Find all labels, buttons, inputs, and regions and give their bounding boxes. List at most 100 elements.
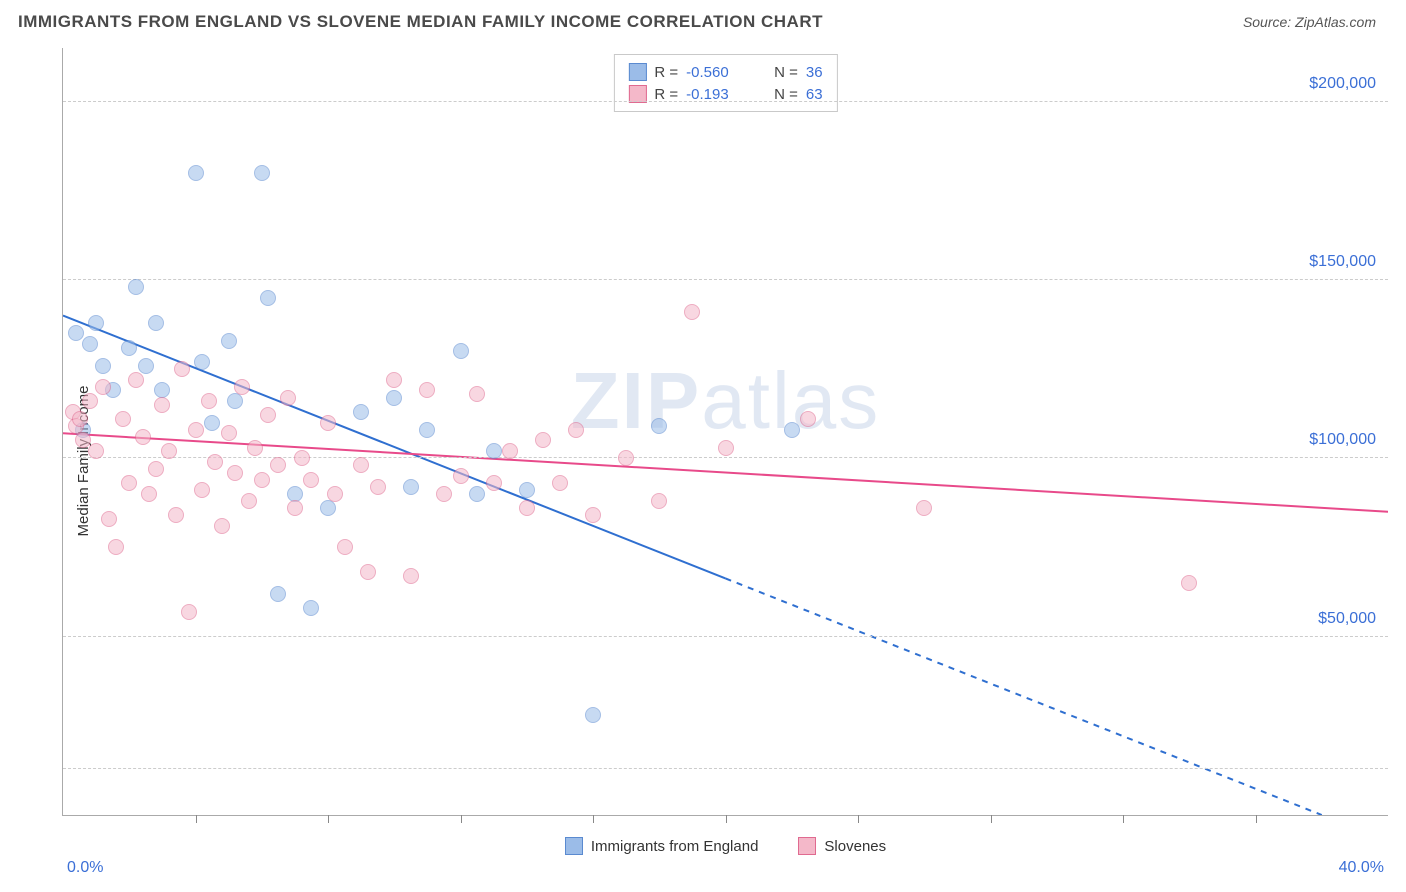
data-point-slovenes [303, 472, 319, 488]
data-point-england [138, 358, 154, 374]
data-point-slovenes [135, 429, 151, 445]
trend-lines [63, 48, 1388, 815]
data-point-england [204, 415, 220, 431]
data-point-slovenes [360, 564, 376, 580]
data-point-slovenes [618, 450, 634, 466]
data-point-england [651, 418, 667, 434]
data-point-slovenes [82, 393, 98, 409]
swatch-england [628, 63, 646, 81]
correlation-legend: R = -0.560N = 36R = -0.193N = 63 [613, 54, 837, 112]
data-point-england [585, 707, 601, 723]
data-point-england [148, 315, 164, 331]
legend-label-slovenes: Slovenes [824, 838, 886, 855]
data-point-slovenes [161, 443, 177, 459]
data-point-slovenes [280, 390, 296, 406]
data-point-england [353, 404, 369, 420]
data-point-slovenes [519, 500, 535, 516]
data-point-slovenes [684, 304, 700, 320]
data-point-slovenes [800, 411, 816, 427]
data-point-slovenes [72, 411, 88, 427]
x-tick [196, 815, 197, 823]
data-point-slovenes [241, 493, 257, 509]
data-point-slovenes [214, 518, 230, 534]
data-point-slovenes [168, 507, 184, 523]
x-tick [1256, 815, 1257, 823]
data-point-england [188, 165, 204, 181]
data-point-slovenes [88, 443, 104, 459]
data-point-slovenes [221, 425, 237, 441]
data-point-slovenes [916, 500, 932, 516]
gridline [63, 457, 1388, 458]
data-point-slovenes [419, 382, 435, 398]
data-point-slovenes [247, 440, 263, 456]
y-tick-label: $50,000 [1318, 610, 1376, 628]
data-point-england [128, 279, 144, 295]
data-point-slovenes [386, 372, 402, 388]
data-point-slovenes [254, 472, 270, 488]
legend-item-england: Immigrants from England [565, 837, 759, 855]
x-tick [1123, 815, 1124, 823]
data-point-england [453, 343, 469, 359]
x-tick [328, 815, 329, 823]
data-point-slovenes [260, 407, 276, 423]
chart-title: IMMIGRANTS FROM ENGLAND VS SLOVENE MEDIA… [18, 12, 823, 32]
data-point-slovenes [270, 457, 286, 473]
y-tick-label: $100,000 [1309, 431, 1376, 449]
data-point-slovenes [207, 454, 223, 470]
data-point-england [386, 390, 402, 406]
data-point-england [82, 336, 98, 352]
data-point-slovenes [403, 568, 419, 584]
swatch-bottom-slovenes [798, 837, 816, 855]
legend-label-england: Immigrants from England [591, 838, 759, 855]
watermark-a: ZIP [571, 356, 701, 445]
data-point-england [419, 422, 435, 438]
data-point-slovenes [201, 393, 217, 409]
data-point-slovenes [181, 604, 197, 620]
source: Source: ZipAtlas.com [1243, 14, 1376, 30]
gridline [63, 636, 1388, 637]
data-point-slovenes [552, 475, 568, 491]
data-point-slovenes [115, 411, 131, 427]
data-point-england [486, 443, 502, 459]
data-point-slovenes [486, 475, 502, 491]
data-point-slovenes [370, 479, 386, 495]
data-point-england [469, 486, 485, 502]
data-point-england [221, 333, 237, 349]
data-point-slovenes [453, 468, 469, 484]
data-point-slovenes [436, 486, 452, 502]
data-point-england [303, 600, 319, 616]
data-point-england [88, 315, 104, 331]
chart-area: Median Family Income ZIPatlas R = -0.560… [18, 48, 1388, 874]
watermark: ZIPatlas [571, 355, 880, 447]
gridline [63, 279, 1388, 280]
gridline [63, 768, 1388, 769]
legend-row-england: R = -0.560N = 36 [628, 61, 822, 83]
data-point-slovenes [95, 379, 111, 395]
data-point-slovenes [294, 450, 310, 466]
x-min-label: 0.0% [67, 859, 103, 877]
data-point-slovenes [148, 461, 164, 477]
data-point-slovenes [337, 539, 353, 555]
data-point-england [519, 482, 535, 498]
swatch-bottom-england [565, 837, 583, 855]
data-point-slovenes [128, 372, 144, 388]
legend-row-slovenes: R = -0.193N = 63 [628, 83, 822, 105]
x-max-label: 40.0% [1339, 859, 1384, 877]
data-point-slovenes [174, 361, 190, 377]
data-point-slovenes [1181, 575, 1197, 591]
data-point-slovenes [469, 386, 485, 402]
data-point-england [194, 354, 210, 370]
data-point-slovenes [154, 397, 170, 413]
data-point-slovenes [327, 486, 343, 502]
legend-item-slovenes: Slovenes [798, 837, 886, 855]
data-point-slovenes [188, 422, 204, 438]
data-point-slovenes [718, 440, 734, 456]
series-legend: Immigrants from England Slovenes [63, 837, 1388, 855]
data-point-england [227, 393, 243, 409]
data-point-england [403, 479, 419, 495]
r-value-england: -0.560 [686, 64, 746, 81]
data-point-slovenes [568, 422, 584, 438]
data-point-slovenes [320, 415, 336, 431]
gridline [63, 101, 1388, 102]
data-point-england [320, 500, 336, 516]
